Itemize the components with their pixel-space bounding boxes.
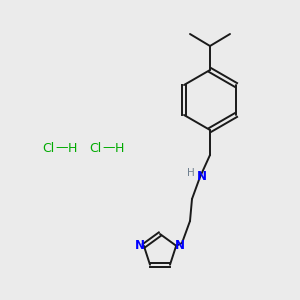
Text: N: N [135, 239, 145, 252]
Text: N: N [197, 170, 207, 184]
Text: H: H [67, 142, 77, 154]
Text: H: H [187, 168, 195, 178]
Text: Cl: Cl [89, 142, 101, 154]
Text: —: — [103, 142, 115, 154]
Text: Cl: Cl [42, 142, 54, 154]
Text: H: H [114, 142, 124, 154]
Text: —: — [56, 142, 68, 154]
Text: N: N [175, 239, 185, 252]
